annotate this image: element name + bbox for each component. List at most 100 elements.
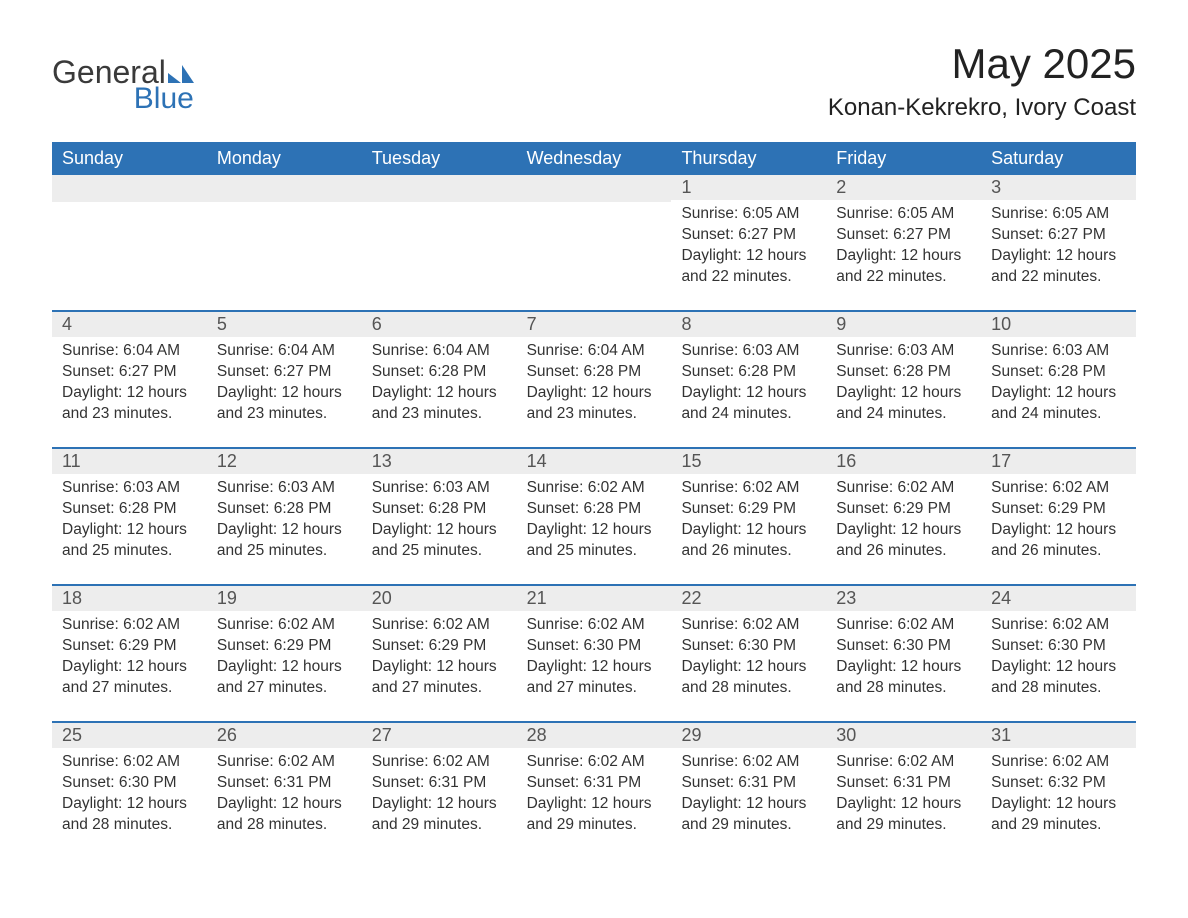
sunrise-line: Sunrise: 6:03 AM <box>217 478 352 499</box>
day-number: 18 <box>52 586 207 611</box>
sunrise-line: Sunrise: 6:02 AM <box>681 478 816 499</box>
day-number: 3 <box>981 175 1136 200</box>
sunset-line: Sunset: 6:27 PM <box>991 225 1126 246</box>
daylight-line: Daylight: 12 hours and 27 minutes. <box>62 657 197 699</box>
daylight-line: Daylight: 12 hours and 27 minutes. <box>527 657 662 699</box>
sunrise-line: Sunrise: 6:04 AM <box>527 341 662 362</box>
sunrise-line: Sunrise: 6:02 AM <box>527 752 662 773</box>
sunset-line: Sunset: 6:27 PM <box>62 362 197 383</box>
day-cell: 3Sunrise: 6:05 AMSunset: 6:27 PMDaylight… <box>981 175 1136 310</box>
sunrise-line: Sunrise: 6:02 AM <box>527 478 662 499</box>
day-cell: 24Sunrise: 6:02 AMSunset: 6:30 PMDayligh… <box>981 586 1136 721</box>
sunrise-line: Sunrise: 6:02 AM <box>217 615 352 636</box>
sunset-line: Sunset: 6:29 PM <box>217 636 352 657</box>
day-body: Sunrise: 6:02 AMSunset: 6:31 PMDaylight:… <box>826 748 981 836</box>
day-body: Sunrise: 6:04 AMSunset: 6:27 PMDaylight:… <box>207 337 362 425</box>
day-cell: 23Sunrise: 6:02 AMSunset: 6:30 PMDayligh… <box>826 586 981 721</box>
day-cell: 15Sunrise: 6:02 AMSunset: 6:29 PMDayligh… <box>671 449 826 584</box>
sunrise-line: Sunrise: 6:02 AM <box>836 752 971 773</box>
empty-day-header <box>362 175 517 202</box>
sunrise-line: Sunrise: 6:03 AM <box>62 478 197 499</box>
day-body: Sunrise: 6:04 AMSunset: 6:28 PMDaylight:… <box>517 337 672 425</box>
day-number: 1 <box>671 175 826 200</box>
header: General Blue May 2025 Konan-Kekrekro, Iv… <box>52 40 1136 122</box>
day-cell: 27Sunrise: 6:02 AMSunset: 6:31 PMDayligh… <box>362 723 517 858</box>
day-number: 17 <box>981 449 1136 474</box>
daylight-line: Daylight: 12 hours and 25 minutes. <box>527 520 662 562</box>
daylight-line: Daylight: 12 hours and 22 minutes. <box>836 246 971 288</box>
daylight-line: Daylight: 12 hours and 29 minutes. <box>527 794 662 836</box>
weekday-header: Thursday <box>671 142 826 175</box>
day-number: 25 <box>52 723 207 748</box>
day-cell: 13Sunrise: 6:03 AMSunset: 6:28 PMDayligh… <box>362 449 517 584</box>
sunset-line: Sunset: 6:32 PM <box>991 773 1126 794</box>
daylight-line: Daylight: 12 hours and 28 minutes. <box>62 794 197 836</box>
daylight-line: Daylight: 12 hours and 29 minutes. <box>836 794 971 836</box>
day-body: Sunrise: 6:03 AMSunset: 6:28 PMDaylight:… <box>362 474 517 562</box>
day-cell: 28Sunrise: 6:02 AMSunset: 6:31 PMDayligh… <box>517 723 672 858</box>
sunset-line: Sunset: 6:30 PM <box>836 636 971 657</box>
day-number: 12 <box>207 449 362 474</box>
day-cell: 4Sunrise: 6:04 AMSunset: 6:27 PMDaylight… <box>52 312 207 447</box>
brand-triangle-icon <box>168 65 194 83</box>
week-row: 1Sunrise: 6:05 AMSunset: 6:27 PMDaylight… <box>52 175 1136 310</box>
sunrise-line: Sunrise: 6:02 AM <box>681 615 816 636</box>
day-number: 2 <box>826 175 981 200</box>
day-number: 4 <box>52 312 207 337</box>
day-number: 28 <box>517 723 672 748</box>
day-body: Sunrise: 6:02 AMSunset: 6:30 PMDaylight:… <box>52 748 207 836</box>
sunrise-line: Sunrise: 6:05 AM <box>836 204 971 225</box>
day-body: Sunrise: 6:02 AMSunset: 6:31 PMDaylight:… <box>362 748 517 836</box>
day-body: Sunrise: 6:02 AMSunset: 6:31 PMDaylight:… <box>671 748 826 836</box>
day-number: 23 <box>826 586 981 611</box>
sunset-line: Sunset: 6:28 PM <box>62 499 197 520</box>
day-number: 6 <box>362 312 517 337</box>
empty-day-header <box>207 175 362 202</box>
day-body: Sunrise: 6:03 AMSunset: 6:28 PMDaylight:… <box>52 474 207 562</box>
sunrise-line: Sunrise: 6:03 AM <box>681 341 816 362</box>
sunrise-line: Sunrise: 6:02 AM <box>991 478 1126 499</box>
daylight-line: Daylight: 12 hours and 27 minutes. <box>372 657 507 699</box>
day-number: 10 <box>981 312 1136 337</box>
sunset-line: Sunset: 6:30 PM <box>681 636 816 657</box>
title-block: May 2025 Konan-Kekrekro, Ivory Coast <box>828 40 1136 122</box>
calendar: SundayMondayTuesdayWednesdayThursdayFrid… <box>52 142 1136 858</box>
daylight-line: Daylight: 12 hours and 28 minutes. <box>681 657 816 699</box>
sunset-line: Sunset: 6:27 PM <box>681 225 816 246</box>
daylight-line: Daylight: 12 hours and 26 minutes. <box>836 520 971 562</box>
day-number: 16 <box>826 449 981 474</box>
sunset-line: Sunset: 6:29 PM <box>681 499 816 520</box>
day-body: Sunrise: 6:02 AMSunset: 6:31 PMDaylight:… <box>517 748 672 836</box>
daylight-line: Daylight: 12 hours and 26 minutes. <box>681 520 816 562</box>
empty-day-header <box>52 175 207 202</box>
weekday-header: Wednesday <box>517 142 672 175</box>
sunrise-line: Sunrise: 6:04 AM <box>62 341 197 362</box>
day-cell: 30Sunrise: 6:02 AMSunset: 6:31 PMDayligh… <box>826 723 981 858</box>
day-cell: 16Sunrise: 6:02 AMSunset: 6:29 PMDayligh… <box>826 449 981 584</box>
day-body: Sunrise: 6:02 AMSunset: 6:28 PMDaylight:… <box>517 474 672 562</box>
week-row: 4Sunrise: 6:04 AMSunset: 6:27 PMDaylight… <box>52 310 1136 447</box>
sunrise-line: Sunrise: 6:04 AM <box>372 341 507 362</box>
daylight-line: Daylight: 12 hours and 27 minutes. <box>217 657 352 699</box>
daylight-line: Daylight: 12 hours and 29 minutes. <box>681 794 816 836</box>
daylight-line: Daylight: 12 hours and 26 minutes. <box>991 520 1126 562</box>
day-body: Sunrise: 6:02 AMSunset: 6:32 PMDaylight:… <box>981 748 1136 836</box>
sunrise-line: Sunrise: 6:05 AM <box>681 204 816 225</box>
day-cell <box>362 175 517 310</box>
day-number: 21 <box>517 586 672 611</box>
weekday-header-row: SundayMondayTuesdayWednesdayThursdayFrid… <box>52 142 1136 175</box>
day-body: Sunrise: 6:02 AMSunset: 6:29 PMDaylight:… <box>981 474 1136 562</box>
sunrise-line: Sunrise: 6:02 AM <box>991 752 1126 773</box>
daylight-line: Daylight: 12 hours and 22 minutes. <box>681 246 816 288</box>
sunset-line: Sunset: 6:28 PM <box>991 362 1126 383</box>
day-number: 24 <box>981 586 1136 611</box>
daylight-line: Daylight: 12 hours and 25 minutes. <box>217 520 352 562</box>
sunset-line: Sunset: 6:28 PM <box>527 362 662 383</box>
day-body: Sunrise: 6:03 AMSunset: 6:28 PMDaylight:… <box>826 337 981 425</box>
brand-logo: General Blue <box>52 40 194 114</box>
sunrise-line: Sunrise: 6:02 AM <box>836 478 971 499</box>
sunset-line: Sunset: 6:31 PM <box>217 773 352 794</box>
day-body: Sunrise: 6:05 AMSunset: 6:27 PMDaylight:… <box>826 200 981 288</box>
sunrise-line: Sunrise: 6:02 AM <box>681 752 816 773</box>
day-cell: 26Sunrise: 6:02 AMSunset: 6:31 PMDayligh… <box>207 723 362 858</box>
